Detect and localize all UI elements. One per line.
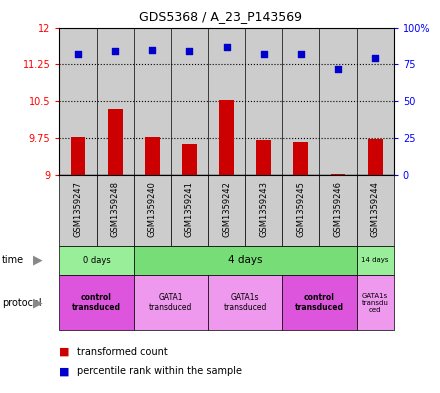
Bar: [59, 246, 134, 275]
Point: [149, 46, 156, 53]
Text: transformed count: transformed count: [77, 347, 168, 357]
Bar: [134, 246, 357, 275]
Text: ▶: ▶: [33, 296, 42, 309]
Point: [260, 51, 267, 57]
Bar: [208, 175, 245, 246]
Bar: [208, 275, 282, 330]
Text: GSM1359246: GSM1359246: [334, 181, 343, 237]
Text: GSM1359244: GSM1359244: [371, 181, 380, 237]
Bar: [171, 175, 208, 246]
Bar: [70, 137, 85, 175]
Bar: [96, 28, 134, 175]
Text: 4 days: 4 days: [228, 255, 262, 265]
Bar: [108, 108, 123, 175]
Bar: [357, 246, 394, 275]
Bar: [245, 175, 282, 246]
Text: control
transduced: control transduced: [72, 293, 121, 312]
Point: [112, 48, 119, 54]
Text: GATA1s
transdu
ced: GATA1s transdu ced: [362, 293, 389, 312]
Bar: [282, 28, 319, 175]
Bar: [134, 175, 171, 246]
Text: GSM1359242: GSM1359242: [222, 181, 231, 237]
Point: [372, 55, 379, 62]
Text: protocol: protocol: [2, 298, 42, 308]
Bar: [59, 175, 96, 246]
Text: control
transduced: control transduced: [295, 293, 344, 312]
Point: [334, 66, 341, 72]
Bar: [134, 28, 171, 175]
Text: percentile rank within the sample: percentile rank within the sample: [77, 366, 242, 376]
Bar: [282, 175, 319, 246]
Bar: [134, 275, 208, 330]
Bar: [368, 139, 383, 175]
Bar: [219, 100, 234, 175]
Bar: [293, 142, 308, 175]
Text: GDS5368 / A_23_P143569: GDS5368 / A_23_P143569: [139, 10, 301, 23]
Bar: [208, 28, 245, 175]
Text: GSM1359245: GSM1359245: [297, 181, 305, 237]
Text: GSM1359248: GSM1359248: [110, 181, 120, 237]
Bar: [96, 175, 134, 246]
Text: time: time: [2, 255, 24, 265]
Bar: [319, 28, 357, 175]
Bar: [282, 275, 357, 330]
Bar: [357, 28, 394, 175]
Text: GATA1s
transduced: GATA1s transduced: [224, 293, 267, 312]
Bar: [357, 275, 394, 330]
Bar: [257, 140, 271, 175]
Point: [186, 48, 193, 54]
Bar: [171, 28, 208, 175]
Point: [74, 51, 81, 57]
Bar: [182, 145, 197, 175]
Text: ■: ■: [59, 366, 70, 376]
Point: [297, 51, 304, 57]
Bar: [330, 174, 345, 175]
Point: [223, 44, 230, 50]
Text: GATA1
transduced: GATA1 transduced: [149, 293, 193, 312]
Text: GSM1359240: GSM1359240: [148, 181, 157, 237]
Bar: [319, 175, 357, 246]
Bar: [245, 28, 282, 175]
Text: GSM1359247: GSM1359247: [73, 181, 82, 237]
Bar: [59, 275, 134, 330]
Bar: [357, 175, 394, 246]
Text: GSM1359241: GSM1359241: [185, 181, 194, 237]
Text: ▶: ▶: [33, 254, 42, 267]
Text: 14 days: 14 days: [362, 257, 389, 263]
Bar: [145, 137, 160, 175]
Text: 0 days: 0 days: [83, 256, 110, 265]
Text: GSM1359243: GSM1359243: [259, 181, 268, 237]
Bar: [59, 28, 96, 175]
Text: ■: ■: [59, 347, 70, 357]
